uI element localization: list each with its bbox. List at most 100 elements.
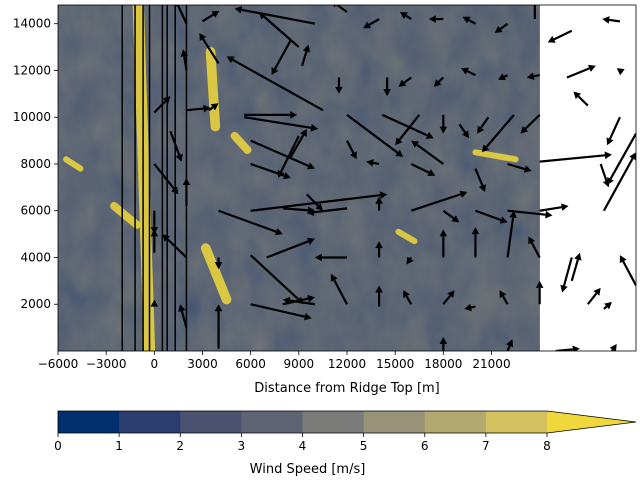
colorbar-outline	[57, 410, 637, 434]
wind-arrow-79	[471, 227, 480, 258]
wind-arrow-72	[162, 234, 188, 259]
x-axis-label: Distance from Ridge Top [m]	[254, 381, 440, 396]
wind-arrow-23	[526, 72, 540, 80]
x-tick-label-3: 3000	[187, 357, 218, 371]
wind-arrow-46	[346, 140, 357, 160]
x-tick-label-2: 0	[151, 357, 159, 371]
colorbar-segment-7	[485, 411, 548, 433]
colorbar-tick-label-2: 2	[176, 439, 184, 453]
wind-arrow-59	[218, 209, 283, 236]
wind-arrow-31	[244, 116, 319, 132]
wind-arrow-30	[244, 111, 298, 119]
wind-arrow-84	[150, 299, 159, 307]
wind-arrow-29	[208, 103, 219, 112]
x-axis: −6000 −3000 0 3000 6000 9000 12000 15000 18000 21…	[38, 351, 511, 371]
wind-arrow-103	[555, 345, 580, 351]
wind-arrow-70	[602, 152, 636, 212]
colorbar-tick-label-4: 4	[299, 439, 307, 453]
wind-arrow-38	[481, 114, 515, 153]
x-tick-label-9: 21000	[472, 357, 510, 371]
wind-arrow-21	[460, 67, 476, 77]
wind-arrow-0	[234, 6, 316, 25]
colorbar-segment-5	[363, 411, 426, 433]
wind-arrow-85	[178, 304, 188, 328]
wind-arrow-1	[174, 5, 188, 25]
y-tick-label-4: 10000	[13, 110, 51, 124]
high-speed-region-0	[132, 5, 156, 351]
wind-arrow-7	[462, 16, 476, 25]
wind-arrow-18	[383, 77, 391, 97]
x-tick-label-7: 15000	[376, 357, 414, 371]
wind-arrow-32	[346, 113, 404, 157]
x-tick-label-4: 6000	[235, 357, 266, 371]
wind-arrow-56	[153, 163, 179, 195]
wind-arrow-98	[570, 252, 582, 282]
wind-arrow-100	[603, 301, 612, 310]
x-tick-label-8: 18000	[424, 357, 462, 371]
wind-arrow-35	[439, 114, 448, 134]
wind-arrow-28	[186, 104, 211, 113]
wind-arrow-51	[507, 162, 532, 173]
wind-arrow-95	[464, 303, 476, 312]
wind-arrow-3	[333, 5, 348, 13]
wind-arrow-78	[439, 229, 448, 258]
colorbar-segment-3	[241, 411, 303, 433]
wind-arrow-64	[375, 196, 383, 211]
wind-arrow-48	[410, 162, 436, 177]
wind-arrow-6	[428, 15, 444, 23]
wind-arrow-74	[266, 237, 315, 259]
wind-arrow-66	[442, 209, 460, 223]
wind-arrow-94	[442, 290, 455, 305]
wind-arrow-33	[381, 113, 434, 139]
colorbar-tick-label-8: 8	[543, 439, 551, 453]
y-tick-label-3: 8000	[20, 157, 51, 171]
wind-arrow-17	[335, 77, 343, 94]
y-tick-label-6: 14000	[13, 17, 51, 31]
wind-arrow-10	[547, 29, 573, 43]
wind-arrow-27	[153, 96, 171, 114]
wind-arrow-54	[599, 163, 611, 188]
wind-arrow-65	[410, 190, 468, 212]
wind-arrow-67	[475, 209, 508, 224]
x-tick-label-5: 9000	[284, 357, 315, 371]
high-speed-region-4	[200, 243, 232, 305]
wind-arrow-50	[474, 168, 486, 193]
high-speed-region-7	[63, 156, 84, 172]
wind-arrow-73	[214, 257, 223, 270]
wind-arrow-8	[494, 22, 509, 34]
wind-arrow-71	[150, 229, 159, 253]
colorbar-segment-4	[302, 411, 365, 433]
colorbar-tick-label-7: 7	[482, 439, 490, 453]
colorbar-label: Wind Speed [m/s]	[250, 462, 366, 477]
colorbar-tick-label-1: 1	[115, 439, 123, 453]
wind-arrow-45	[169, 130, 183, 162]
high-speed-region-5	[472, 149, 519, 163]
colorbar-extend-max	[547, 411, 636, 433]
wind-arrow-87	[250, 303, 312, 321]
wind-arrow-97	[535, 280, 544, 305]
wind-arrow-12	[258, 12, 300, 48]
wind-arrow-43	[289, 128, 307, 158]
wind-arrow-14	[180, 49, 189, 71]
wind-arrow-93	[403, 290, 413, 305]
wind-arrow-2	[201, 10, 220, 23]
wind-arrow-47	[366, 159, 380, 167]
wind-arrow-82	[560, 257, 573, 293]
colorbar: 0 1 2 3 4 5 6 7 8	[54, 410, 637, 453]
high-speed-region-6	[395, 228, 418, 245]
y-tick-label-1: 4000	[20, 250, 51, 264]
wind-arrow-96	[499, 290, 509, 305]
wind-arrow-16	[300, 44, 311, 67]
y-tick-label-0: 2000	[20, 297, 51, 311]
wind-vector-arrows	[150, 5, 636, 351]
wind-arrow-81	[528, 236, 541, 259]
y-axis: 2000 4000 6000 8000 10000 12000 14000	[13, 17, 58, 311]
wind-arrow-26	[226, 56, 324, 112]
x-tick-label-1: −3000	[86, 357, 127, 371]
wind-arrow-86	[214, 304, 223, 349]
colorbar-tick-label-6: 6	[421, 439, 429, 453]
wind-arrow-13	[271, 39, 292, 76]
wind-arrow-22	[497, 73, 509, 81]
wind-speed-field	[58, 5, 540, 351]
